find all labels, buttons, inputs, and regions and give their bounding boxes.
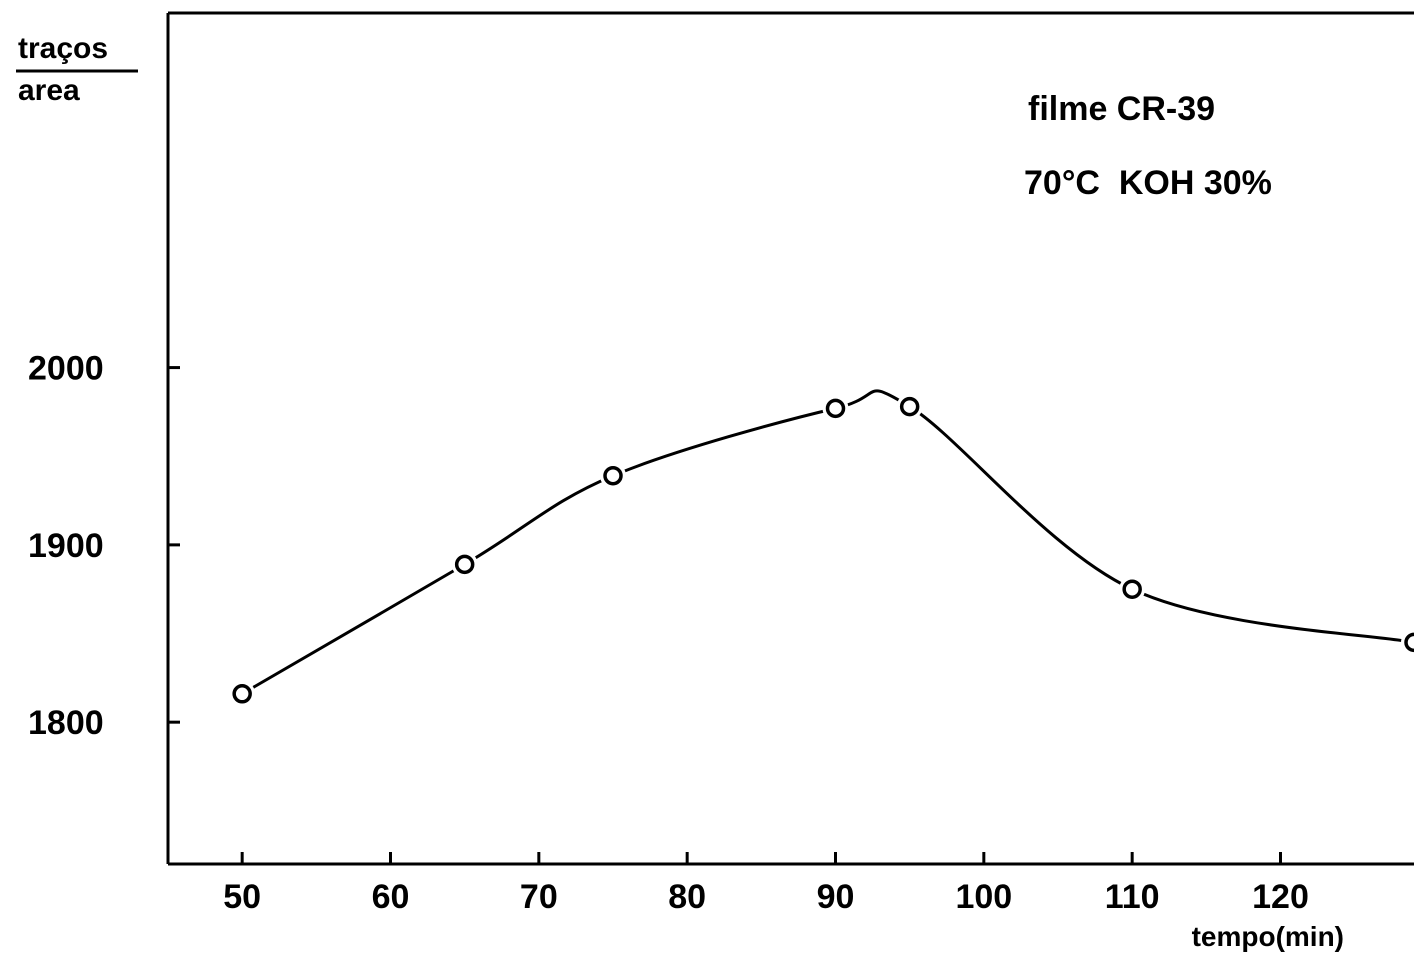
x-tick-label: 70 <box>520 878 558 916</box>
x-axis-label: tempo(min) <box>1192 921 1344 952</box>
data-point <box>899 396 920 417</box>
y-axis-label-bottom: area <box>18 74 80 107</box>
y-axis-label: traços area <box>16 32 138 107</box>
data-point <box>232 684 252 704</box>
x-tick-label: 120 <box>1252 878 1309 916</box>
x-tick-label: 90 <box>817 878 855 916</box>
x-tick-label: 80 <box>668 878 706 916</box>
x-ticks: 50 60 70 80 90 100 110 120 <box>223 852 1309 916</box>
x-tick-label: 60 <box>372 878 410 916</box>
annotation-film: filme CR-39 <box>1028 90 1215 128</box>
y-ticks: 1800 1900 2000 <box>28 350 180 742</box>
axes <box>166 11 1414 866</box>
data-point <box>1404 632 1414 653</box>
data-point <box>603 465 623 486</box>
y-axis-label-top: traços <box>18 32 108 65</box>
x-tick-label: 50 <box>223 878 261 916</box>
y-tick-label: 1900 <box>28 527 104 565</box>
data-point <box>454 554 475 575</box>
series-line <box>241 389 1414 696</box>
x-tick-label: 100 <box>955 878 1012 916</box>
data-point <box>1122 579 1142 599</box>
annotation-conditions: 70°C KOH 30% <box>1024 164 1272 202</box>
y-tick-label: 2000 <box>28 350 104 388</box>
x-tick-label: 110 <box>1105 878 1160 916</box>
data-points <box>229 393 1414 707</box>
y-tick-label: 1800 <box>28 704 104 742</box>
data-point <box>825 398 846 419</box>
curve <box>241 389 1414 696</box>
